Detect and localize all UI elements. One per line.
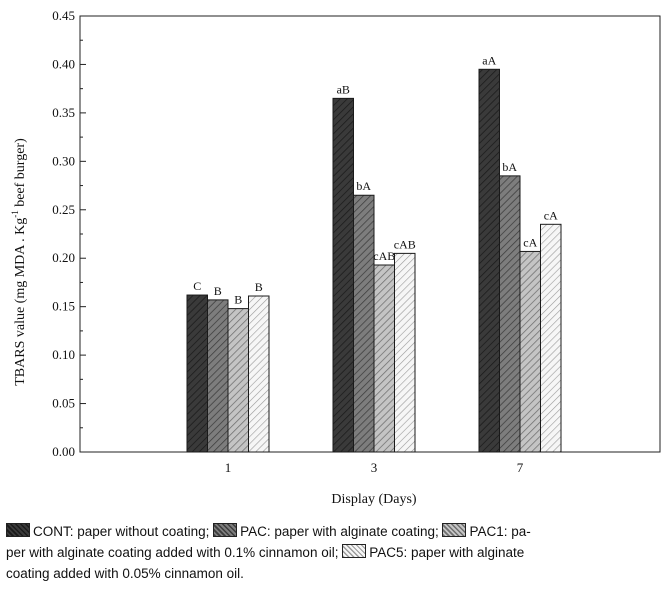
y-tick-label: 0.05	[52, 396, 75, 411]
bar-pac1-day-3	[373, 264, 395, 453]
plot-area: 0.00 0.05 0.10 0.15 0.20 0.25 0.30 0.35 0.40 0.45…	[52, 8, 661, 475]
bar-pac-day-7	[499, 175, 521, 453]
bar-pac-day-1	[207, 299, 229, 453]
bar-pac5-day-1	[248, 295, 270, 453]
bar-data-label: B	[255, 280, 263, 294]
bar-data-label: cAB	[394, 237, 416, 251]
x-tick-label: 1	[225, 460, 232, 475]
bar-data-label: C	[193, 279, 201, 293]
y-tick-label: 0.15	[52, 299, 75, 314]
y-tick-label: 0.30	[52, 153, 75, 168]
bar-cont-day-7	[478, 68, 500, 453]
bar-data-label: aB	[337, 82, 350, 96]
x-tick-label: 7	[517, 460, 524, 475]
bar-data-label: cAB	[373, 249, 395, 263]
caption-line-2: per with alginate coating added with 0.1…	[6, 542, 662, 563]
y-axis-title-main: TBARS value (mg MDA . Kg	[13, 218, 28, 386]
figure-caption: CONT: paper without coating; PAC: paper …	[6, 521, 662, 584]
y-tick-label: 0.25	[52, 202, 75, 217]
bar-pac1-day-1	[227, 308, 249, 453]
caption-cont-text: CONT: paper without coating;	[33, 524, 214, 539]
y-tick-label: 0.35	[52, 105, 75, 120]
caption-pac5-text: PAC5: paper with alginate	[369, 545, 525, 560]
bar-pac5-day-3	[394, 252, 416, 453]
y-tick-label: 0.00	[52, 444, 75, 459]
bar-pac1-day-7	[519, 250, 541, 453]
bar-cont-day-3	[332, 97, 354, 453]
bar-pac-day-3	[353, 194, 375, 453]
y-axis-title: TBARS value (mg MDA . Kg-1 beef burger)	[10, 138, 28, 386]
y-axis-title-sup: -1	[10, 210, 20, 218]
y-tick-label: 0.20	[52, 250, 75, 265]
caption-pac1-text: PAC1: pa-	[469, 524, 531, 539]
caption-line-3: coating added with 0.05% cinnamon oil.	[6, 566, 244, 581]
x-tick-label: 3	[371, 460, 378, 475]
tbars-bar-chart: 0.00 0.05 0.10 0.15 0.20 0.25 0.30 0.35 0.40 0.45…	[10, 8, 661, 507]
y-tick-label: 0.10	[52, 347, 75, 362]
bar-data-label: cA	[544, 208, 558, 222]
bar-data-label: aA	[482, 53, 496, 67]
y-tick-label: 0.40	[52, 56, 75, 71]
bar-data-label: B	[234, 293, 242, 307]
bar-pac5-day-7	[540, 223, 562, 453]
x-axis-title: Display (Days)	[331, 492, 416, 507]
bar-data-label: cA	[523, 235, 537, 249]
legend-swatch-pac1	[442, 523, 467, 537]
y-axis-title-tail: beef burger)	[13, 138, 28, 210]
legend-swatch-cont	[6, 523, 30, 537]
caption-line-1: CONT: paper without coating; PAC: paper …	[6, 521, 662, 542]
bar-cont-day-1	[186, 294, 208, 453]
bar-data-label: bA	[502, 160, 517, 174]
y-tick-label: 0.45	[52, 8, 75, 23]
caption-pac1-text-cont: per with alginate coating added with 0.1…	[6, 545, 343, 560]
caption-pac-text: PAC: paper with alginate coating;	[240, 524, 443, 539]
bar-data-label: B	[214, 284, 222, 298]
legend-swatch-pac5	[342, 544, 367, 558]
bar-data-label: bA	[356, 179, 371, 193]
legend-swatch-pac	[213, 523, 238, 537]
